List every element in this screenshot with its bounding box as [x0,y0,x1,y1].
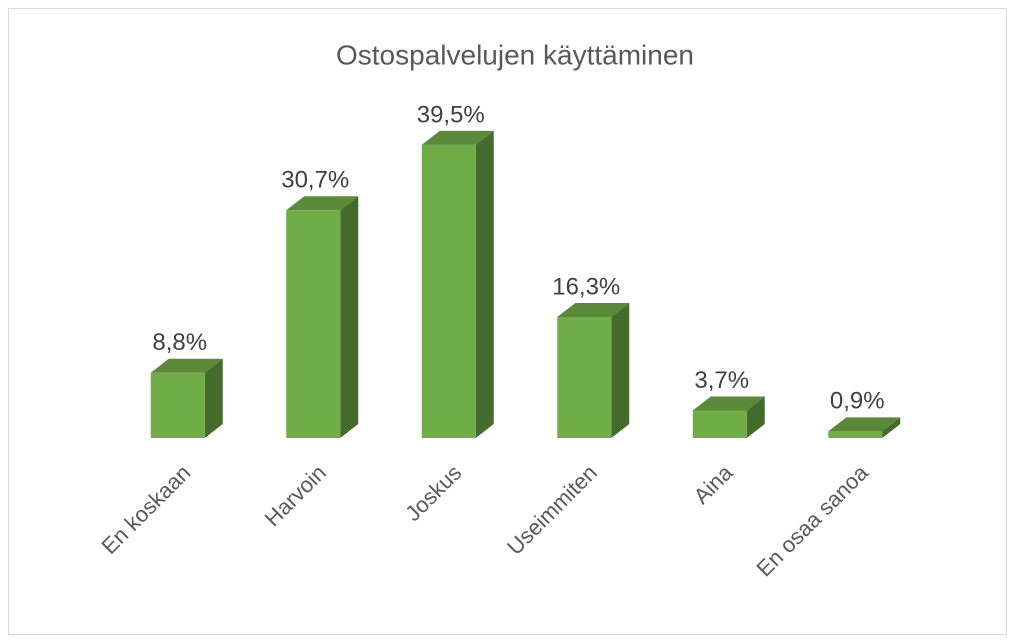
bar [421,130,494,438]
data-label: 30,7% [281,167,349,194]
bar-top [692,396,765,411]
bar-side [882,417,901,438]
chart-title: Ostospalvelujen käyttäminen [336,39,694,70]
bar-top [828,417,901,432]
bar-front [421,144,476,438]
data-label: 16,3% [552,273,620,300]
bar-front [557,317,612,438]
bar-front [286,210,341,438]
data-label: 3,7% [694,367,749,394]
bar [692,396,765,438]
bar-side [611,303,630,438]
bar-front [828,431,883,438]
bar-side [746,396,765,438]
bar-top [286,196,359,211]
chart-border [8,8,1007,635]
bar-top [557,303,630,318]
data-label: 39,5% [417,101,485,128]
data-label: 8,8% [152,329,207,356]
bar [286,196,359,438]
bar [150,358,223,438]
bar [557,303,630,438]
bar-side [204,358,223,438]
bar-side [340,196,359,438]
bar-top [150,358,223,373]
bar [828,417,901,438]
bar-side [475,130,494,438]
bar-front [150,372,205,438]
data-label: 0,9% [830,388,885,415]
bar-front [692,410,747,438]
bar-top [421,130,494,145]
